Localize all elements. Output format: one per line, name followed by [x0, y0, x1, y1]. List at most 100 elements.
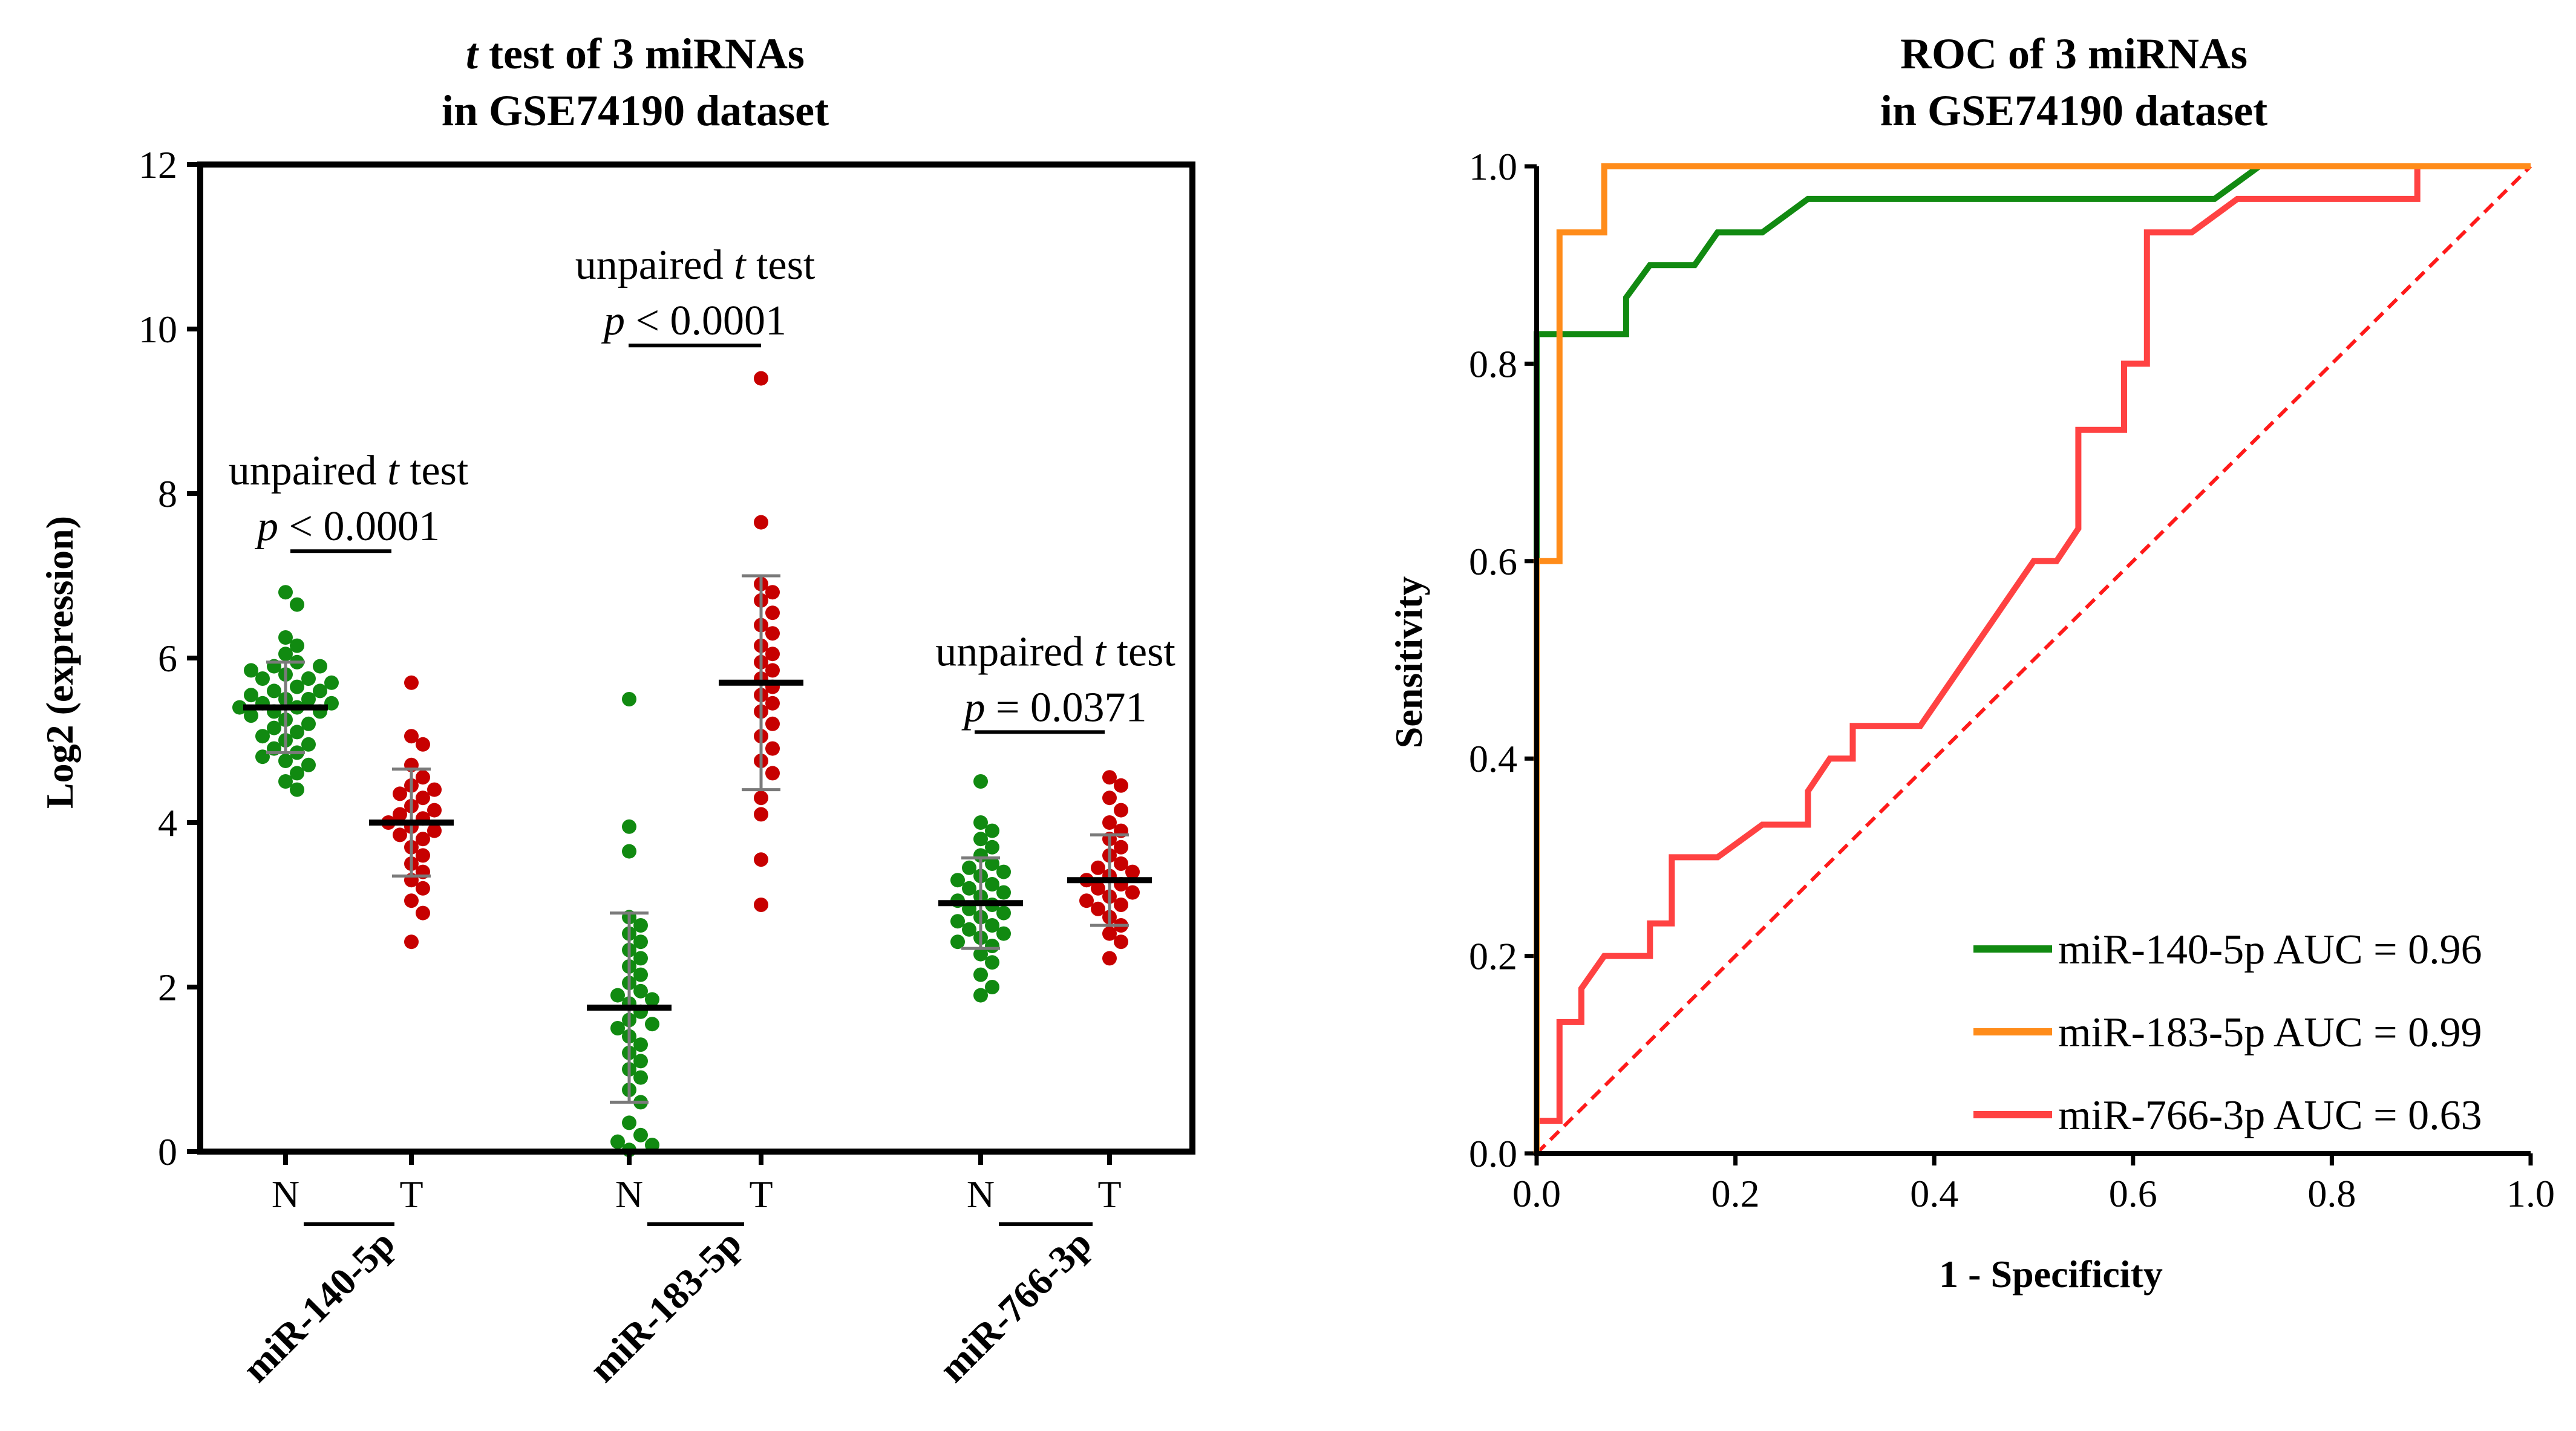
data-point-T: [1102, 790, 1117, 806]
p-value-label: p = 0.0371: [961, 684, 1147, 731]
data-point-N: [232, 700, 247, 715]
data-point-N: [301, 671, 316, 686]
roc-reference-diagonal: [1535, 165, 2532, 1155]
data-point-N: [950, 914, 965, 929]
data-point-N: [301, 716, 316, 731]
data-point-T: [1091, 901, 1105, 916]
data-point-N: [267, 720, 281, 735]
data-point-N: [278, 774, 293, 789]
roc-x-tick-label: 0.2: [1711, 1172, 1760, 1215]
data-point-T: [416, 881, 430, 896]
data-point-N: [255, 671, 270, 686]
data-point-T: [765, 626, 780, 641]
roc-legend: miR-140-5p AUC = 0.96 miR-183-5p AUC = 0.…: [1973, 927, 2482, 1139]
x-tick-label-N: N: [615, 1173, 643, 1216]
y-tick-label: 10: [139, 308, 177, 351]
data-point-T: [416, 770, 430, 785]
data-point-N: [622, 692, 636, 706]
test-name-label: unpaired t test: [229, 448, 469, 494]
data-point-T: [754, 807, 768, 822]
roc-y-tick-label: 0.4: [1469, 737, 1517, 780]
roc-y-tick-label: 0.8: [1469, 342, 1517, 385]
roc-panel: ROC of 3 miRNAs in GSE74190 dataset 1 - …: [1387, 30, 2555, 1296]
data-point-T: [416, 848, 430, 863]
data-point-N: [633, 967, 648, 982]
data-point-N: [996, 885, 1011, 900]
data-point-N: [996, 864, 1011, 879]
data-point-T: [393, 786, 407, 801]
roc-axes: [1534, 166, 2531, 1156]
data-point-T: [754, 852, 768, 867]
x-tick-label-T: T: [749, 1173, 773, 1216]
data-point-N: [633, 951, 648, 966]
data-point-N: [301, 757, 316, 772]
data-point-T: [765, 663, 780, 678]
roc-x-axis-title: 1 - Specificity: [1939, 1253, 2163, 1296]
data-point-T: [1114, 839, 1128, 855]
data-point-N: [313, 659, 327, 674]
data-point-T: [416, 832, 430, 847]
data-point-N: [267, 683, 281, 699]
data-point-N: [973, 774, 988, 789]
roc-y-tick-label: 0.2: [1469, 935, 1517, 978]
roc-y-axis-title: Sensitivity: [1387, 576, 1430, 748]
data-point-T: [1114, 898, 1128, 912]
roc-x-tick-label: 0.4: [1910, 1172, 1958, 1215]
data-point-N: [244, 708, 258, 723]
data-point-T: [765, 716, 780, 731]
x-tick-label-T: T: [399, 1173, 423, 1216]
data-point-T: [404, 729, 419, 744]
data-point-T: [754, 371, 768, 386]
legend-label-miR-183-5p: miR-183-5p AUC = 0.99: [2058, 1009, 2482, 1056]
roc-title-line2: in GSE74190 dataset: [1880, 86, 2267, 135]
p-value-label: p < 0.0001: [601, 298, 786, 344]
data-point-N: [985, 823, 999, 838]
data-point-N: [985, 877, 999, 892]
x-tick-label-N: N: [272, 1173, 299, 1216]
data-point-N: [622, 1115, 636, 1130]
data-point-T: [404, 675, 419, 690]
data-point-T: [393, 827, 407, 843]
data-point-T: [765, 696, 780, 711]
data-point-N: [950, 934, 965, 950]
data-point-T: [404, 934, 419, 950]
data-point-T: [1102, 926, 1117, 941]
roc-x-tick-label: 0.8: [2307, 1172, 2356, 1215]
roc-curve-miR-766-3p: [1534, 163, 2531, 1153]
data-point-N: [244, 663, 258, 678]
data-point-T: [754, 515, 768, 530]
roc-y-tick-label: 0.0: [1469, 1132, 1517, 1175]
data-point-N: [962, 881, 976, 896]
data-point-N: [290, 782, 304, 797]
roc-x-tick-label: 0.6: [2109, 1172, 2157, 1215]
y-tick-label: 6: [158, 637, 177, 680]
test-name-label: unpaired t test: [575, 242, 816, 288]
test-name-label: unpaired t test: [935, 628, 1175, 675]
data-point-T: [765, 741, 780, 756]
data-point-T: [1114, 934, 1128, 950]
data-point-N: [290, 725, 304, 740]
data-point-N: [622, 819, 636, 834]
data-point-T: [416, 790, 430, 806]
data-point-N: [645, 1017, 659, 1032]
data-point-N: [301, 737, 316, 752]
data-point-T: [1114, 803, 1128, 818]
data-point-T: [393, 807, 407, 822]
legend-label-miR-766-3p: miR-766-3p AUC = 0.63: [2058, 1092, 2482, 1139]
data-point-N: [278, 647, 293, 662]
data-point-N: [633, 983, 648, 999]
data-point-N: [255, 729, 270, 744]
data-point-N: [633, 1070, 648, 1085]
data-point-N: [985, 856, 999, 871]
data-point-T: [1102, 770, 1117, 785]
dotplot-panel: t test of 3 miRNAs in GSE74190 dataset L…: [38, 30, 1195, 1390]
data-point-N: [645, 992, 659, 1007]
data-point-N: [313, 683, 327, 699]
data-point-T: [754, 790, 768, 806]
roc-x-tick-label: 0.0: [1512, 1172, 1561, 1215]
data-point-T: [1114, 778, 1128, 793]
dotplot-frame: [197, 161, 1195, 1155]
data-point-T: [765, 585, 780, 600]
dotplot-title-line1: t test of 3 miRNAs: [466, 30, 805, 78]
